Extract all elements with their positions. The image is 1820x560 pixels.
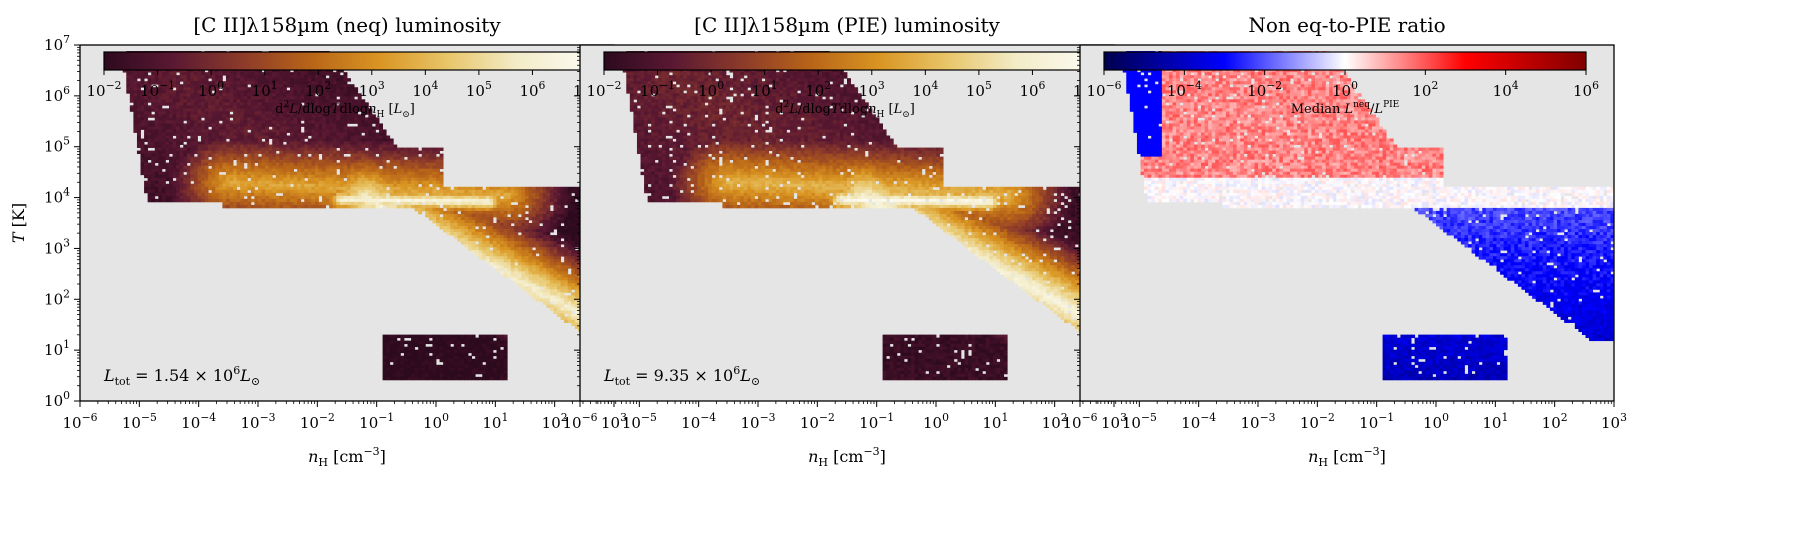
- colorbar-tick-label: 10−4: [1167, 79, 1202, 100]
- x-tick-label: 10−3: [240, 411, 275, 432]
- heatmap-panel-neq: [C II]λ158µm (neq) luminosity 10−6 10−5 10−…: [9, 13, 627, 469]
- x-tick-label: 10−1: [359, 411, 394, 432]
- colorbar-tick-label: 101: [752, 79, 778, 100]
- x-tick-label: 101: [982, 411, 1008, 432]
- heatmap-cells: [622, 51, 1115, 381]
- colorbar-tick-label: 100: [1332, 79, 1358, 100]
- colorbar-tick-label: 103: [359, 79, 385, 100]
- colorbar-tick-label: 106: [519, 79, 545, 100]
- colorbar-bar: [603, 51, 1087, 71]
- x-tick-label: 10−6: [562, 411, 597, 432]
- y-tick-label: 101: [44, 338, 70, 359]
- x-axis-label: nH [cm−3]: [308, 445, 386, 469]
- x-tick-label: 10−4: [181, 411, 216, 432]
- colorbar-tick-label: 100: [198, 79, 224, 100]
- colorbar-tick-label: 10−2: [86, 79, 121, 100]
- x-tick-label: 100: [923, 411, 949, 432]
- heatmap-panel-pie: [C II]λ158µm (PIE) luminosity 10−6 10−5 10−…: [562, 13, 1127, 469]
- x-tick-label: 10−3: [740, 411, 775, 432]
- panel-title: [C II]λ158µm (neq) luminosity: [193, 13, 501, 37]
- x-tick-label: 100: [423, 411, 449, 432]
- colorbar-tick-label: 102: [1412, 79, 1438, 100]
- plot-frame: [1079, 44, 1615, 402]
- y-tick-label: 106: [44, 84, 70, 105]
- x-tick-label: 102: [542, 411, 568, 432]
- x-tick-label: 10−5: [122, 411, 157, 432]
- colorbar-tick-label: 105: [466, 79, 492, 100]
- y-tick-label: 107: [44, 33, 70, 54]
- colorbar-tick-label: 10−2: [1247, 79, 1282, 100]
- y-axis-label: T [K]: [9, 203, 28, 243]
- x-tick-label: 103: [1101, 411, 1127, 432]
- x-axis-label: nH [cm−3]: [808, 445, 886, 469]
- y-tick-label: 104: [44, 186, 70, 207]
- x-tick-label: 10−4: [681, 411, 716, 432]
- total-luminosity-annotation: Ltot = 9.35 × 106L⊙: [603, 364, 760, 388]
- x-tick-label: 101: [1482, 411, 1508, 432]
- x-tick-label: 10−3: [1240, 411, 1275, 432]
- x-tick-label: 10−5: [1122, 411, 1157, 432]
- colorbar-bar: [103, 51, 587, 71]
- colorbar-tick-label: 105: [966, 79, 992, 100]
- x-tick-label: 10−2: [300, 411, 335, 432]
- y-tick-label: 100: [44, 389, 70, 410]
- colorbar-label: Median Lneq/LPIE: [1291, 100, 1400, 117]
- colorbar-tick-label: 100: [698, 79, 724, 100]
- x-tick-label: 100: [1423, 411, 1449, 432]
- x-tick-label: 103: [601, 411, 627, 432]
- colorbar-bar: [1103, 51, 1587, 71]
- x-tick-label: 101: [482, 411, 508, 432]
- colorbar: 10−6 10−4 10−2 100 102 104 106 Median Lneq/LPIE: [1086, 51, 1599, 117]
- colorbar-tick-label: 104: [1493, 79, 1519, 100]
- colorbar-tick-label: 106: [1019, 79, 1045, 100]
- colorbar-tick-label: 10−6: [1086, 79, 1121, 100]
- x-axis-label: nH [cm−3]: [1308, 445, 1386, 469]
- colorbar-tick-label: 10−1: [140, 79, 175, 100]
- x-tick-label: 102: [1042, 411, 1068, 432]
- y-tick-label: 105: [44, 135, 70, 156]
- x-tick-label: 102: [1542, 411, 1568, 432]
- x-tick-label: 10−1: [859, 411, 894, 432]
- colorbar-tick-label: 10−1: [640, 79, 675, 100]
- total-luminosity-annotation: Ltot = 1.54 × 106L⊙: [103, 364, 260, 388]
- colorbar-tick-label: 106: [1573, 79, 1599, 100]
- colorbar-tick-label: 104: [912, 79, 938, 100]
- y-tick-label: 102: [44, 287, 70, 308]
- x-tick-label: 10−2: [1300, 411, 1335, 432]
- colorbar-tick-label: 103: [859, 79, 885, 100]
- x-tick-label: 10−4: [1181, 411, 1216, 432]
- y-tick-label: 103: [44, 236, 70, 257]
- x-tick-label: 10−1: [1359, 411, 1394, 432]
- x-tick-label: 10−6: [1062, 411, 1097, 432]
- panel-title: [C II]λ158µm (PIE) luminosity: [694, 13, 1000, 37]
- colorbar: 10−210−1100101102103104105106107d2L/dlog…: [86, 51, 599, 120]
- colorbar-tick-label: 102: [305, 79, 331, 100]
- colorbar-tick-label: 101: [252, 79, 278, 100]
- x-tick-label: 103: [1601, 411, 1627, 432]
- colorbar-tick-label: 10−2: [586, 79, 621, 100]
- x-tick-label: 10−6: [62, 411, 97, 432]
- x-tick-label: 10−2: [800, 411, 835, 432]
- colorbar-tick-label: 102: [805, 79, 831, 100]
- panel-title: Non eq-to-PIE ratio: [1248, 13, 1445, 37]
- x-tick-label: 10−5: [622, 411, 657, 432]
- colorbar-tick-label: 104: [412, 79, 438, 100]
